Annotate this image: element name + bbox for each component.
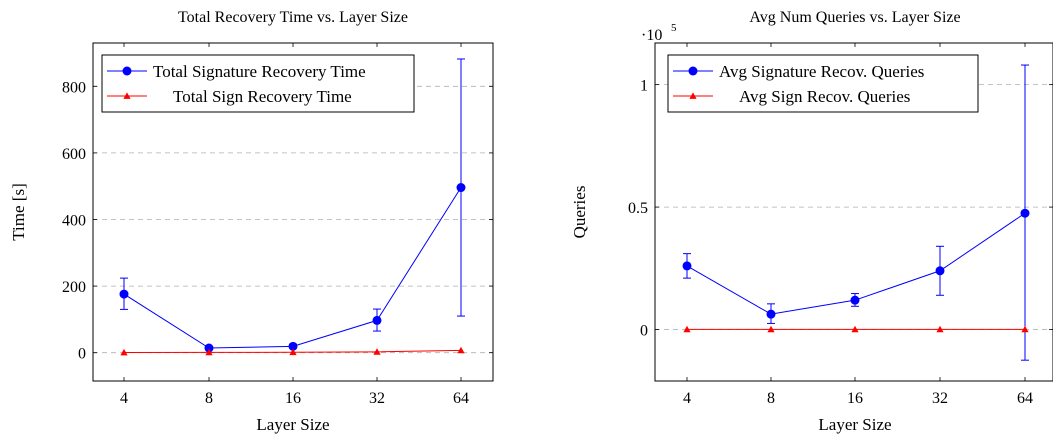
legend-marker: [122, 66, 132, 76]
x-axis-label: Layer Size: [256, 415, 329, 434]
data-point: [456, 183, 466, 193]
data-point: [1021, 325, 1029, 333]
y-tick-label: 400: [62, 212, 86, 229]
data-point: [120, 348, 128, 356]
chart-title: Total Recovery Time vs. Layer Size: [178, 9, 408, 26]
data-point: [851, 325, 859, 333]
data-point: [682, 261, 692, 271]
series-line: [123, 187, 462, 349]
legend-marker: [123, 92, 131, 99]
x-tick-label: 64: [453, 390, 469, 407]
x-tick-label: 8: [767, 390, 775, 407]
x-tick-label: 32: [369, 390, 385, 407]
legend: Avg Signature Recov. Queries Avg Sign Rec…: [667, 54, 979, 113]
legend-label: Avg Sign Recov. Queries: [739, 87, 910, 106]
data-point: [766, 309, 776, 319]
plot-frame: [654, 42, 1053, 382]
legend-label: Total Signature Recovery Time: [153, 62, 366, 81]
x-tick-label: 16: [847, 390, 863, 407]
y-tick-label: 0: [640, 323, 648, 340]
legend-box: [667, 54, 979, 113]
x-axis-label: Layer Size: [818, 415, 891, 434]
legend: Total Signature Recovery Time Total Sign …: [101, 54, 415, 113]
data-point: [288, 341, 298, 351]
y-axis-label: Queries: [570, 186, 589, 239]
legend-marker: [688, 66, 698, 76]
x-tick-label: 64: [1017, 390, 1033, 407]
chart-2: 0 0.5 1 4 8 16 32 64 Avg Signature Recov. Querie…: [570, 9, 1053, 434]
data-point: [936, 325, 944, 333]
y-multiplier-label: ·10: [641, 27, 662, 44]
y-tick-label: 1: [640, 78, 648, 95]
y-multiplier-exponent: 5: [671, 22, 677, 34]
y-tick-label: 0.5: [628, 200, 648, 217]
data-point: [1020, 208, 1030, 218]
y-tick-label: 800: [62, 79, 86, 96]
series-2: [120, 346, 465, 356]
y-tick-label: 600: [62, 146, 86, 163]
plot-frame: [92, 42, 494, 382]
y-tick-label: 200: [62, 279, 86, 296]
x-tick-label: 4: [683, 390, 691, 407]
data-point: [289, 348, 297, 356]
data-point: [205, 348, 213, 356]
data-point: [850, 295, 860, 305]
x-tick-label: 16: [285, 390, 301, 407]
legend-box: [101, 54, 415, 113]
chart-title: Avg Num Queries vs. Layer Size: [749, 9, 960, 26]
data-point: [372, 315, 382, 325]
data-point: [767, 325, 775, 333]
y-tick-label: 0: [78, 346, 86, 363]
data-point: [204, 343, 214, 353]
x-tick-label: 4: [120, 390, 128, 407]
legend-label: Avg Signature Recov. Queries: [719, 62, 924, 81]
x-tick-label: 32: [932, 390, 948, 407]
x-tick-label: 8: [205, 390, 213, 407]
data-point: [683, 325, 691, 333]
data-point: [935, 266, 945, 276]
series-1: [119, 58, 466, 353]
series-1: [682, 64, 1030, 361]
y-axis-label: Time [s]: [9, 183, 28, 240]
legend-marker: [689, 92, 697, 99]
legend-label: Total Sign Recovery Time: [173, 87, 352, 106]
data-point: [373, 348, 381, 355]
data-point: [457, 346, 465, 354]
series-2: [683, 325, 1029, 333]
data-point: [119, 289, 129, 299]
chart-1: 0 200 400 600 800 4 8 16 32 64 Total Signature Rec…: [9, 9, 494, 434]
